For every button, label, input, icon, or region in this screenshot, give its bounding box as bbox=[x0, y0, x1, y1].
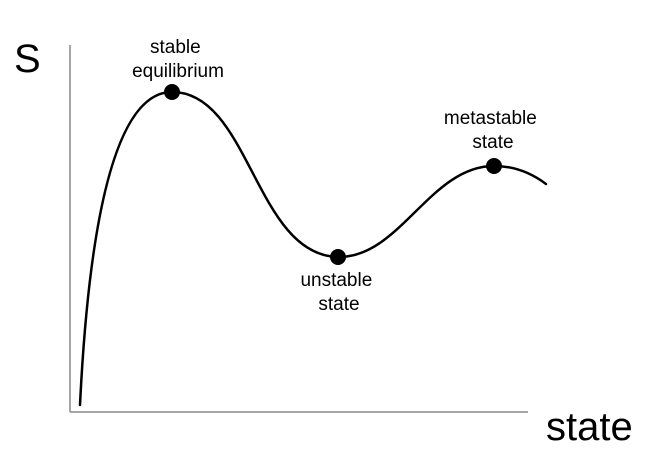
unstable-state-label-line1: unstable bbox=[300, 270, 372, 291]
unstable-state-marker bbox=[330, 249, 346, 265]
unstable-state-label-line2: state bbox=[318, 294, 359, 315]
metastable-state-point: metastable state bbox=[444, 108, 542, 174]
entropy-curve bbox=[78, 90, 548, 407]
unstable-state-point: unstable state bbox=[300, 249, 377, 315]
stable-equilibrium-marker bbox=[164, 84, 180, 100]
metastable-state-label-line2: state bbox=[472, 132, 513, 153]
stable-equilibrium-label-line2: equilibrium bbox=[132, 61, 224, 82]
metastable-state-label: metastable state bbox=[444, 108, 542, 153]
y-axis-label: S bbox=[14, 37, 41, 81]
metastable-state-marker bbox=[486, 158, 502, 174]
x-axis-label: state bbox=[546, 405, 633, 449]
stable-equilibrium-label-line1: stable bbox=[150, 37, 201, 58]
stable-equilibrium-point: stable equilibrium bbox=[132, 37, 224, 100]
stable-equilibrium-label: stable equilibrium bbox=[132, 37, 224, 82]
metastable-state-label-line1: metastable bbox=[444, 108, 537, 129]
unstable-state-label: unstable state bbox=[300, 270, 377, 315]
